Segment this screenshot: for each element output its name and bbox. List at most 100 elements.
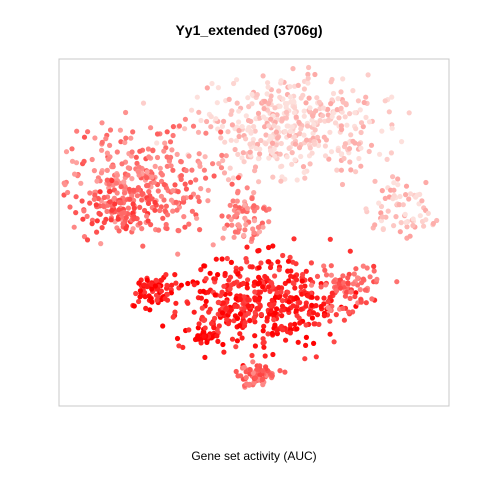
data-point bbox=[130, 129, 136, 135]
data-point bbox=[198, 340, 204, 346]
data-point bbox=[146, 154, 152, 160]
data-point bbox=[182, 116, 188, 122]
data-point bbox=[391, 180, 397, 186]
data-point bbox=[236, 223, 242, 229]
data-point bbox=[289, 161, 295, 167]
data-point bbox=[287, 128, 293, 134]
data-point bbox=[328, 79, 334, 85]
data-point bbox=[170, 314, 176, 320]
data-point bbox=[243, 375, 249, 381]
data-point bbox=[131, 216, 137, 222]
data-point bbox=[255, 156, 261, 162]
data-point bbox=[241, 364, 247, 370]
data-point bbox=[133, 154, 139, 160]
data-point bbox=[109, 207, 115, 213]
data-point bbox=[327, 294, 333, 300]
data-point bbox=[313, 303, 319, 309]
data-point bbox=[327, 236, 333, 242]
data-point bbox=[89, 221, 95, 227]
data-point bbox=[314, 273, 321, 279]
data-point bbox=[137, 220, 143, 226]
data-point bbox=[117, 127, 123, 133]
data-point bbox=[419, 198, 425, 204]
data-point bbox=[253, 145, 259, 151]
data-point bbox=[286, 278, 292, 284]
data-point bbox=[326, 156, 332, 162]
data-point bbox=[196, 198, 202, 204]
data-point bbox=[190, 123, 197, 129]
data-point bbox=[208, 124, 214, 130]
data-point bbox=[236, 127, 242, 134]
data-point bbox=[218, 129, 224, 135]
data-point bbox=[327, 331, 333, 337]
data-point bbox=[353, 169, 359, 175]
data-point bbox=[232, 229, 238, 235]
data-point bbox=[258, 311, 264, 318]
data-point bbox=[252, 343, 258, 349]
data-point bbox=[348, 167, 354, 173]
data-point bbox=[249, 101, 255, 107]
data-point bbox=[376, 200, 382, 206]
data-point bbox=[172, 309, 178, 315]
x-axis-label: Gene set activity (AUC) bbox=[191, 449, 316, 463]
data-point bbox=[265, 84, 271, 90]
data-point bbox=[306, 95, 312, 101]
data-point bbox=[136, 164, 142, 170]
data-point bbox=[178, 173, 184, 179]
data-point bbox=[294, 313, 300, 319]
data-point bbox=[79, 198, 85, 204]
data-point bbox=[135, 169, 141, 175]
data-point bbox=[406, 196, 412, 202]
data-point bbox=[201, 167, 207, 173]
data-point bbox=[378, 210, 384, 216]
data-point bbox=[328, 101, 334, 107]
data-point bbox=[402, 211, 408, 217]
data-point bbox=[221, 225, 227, 231]
data-point bbox=[80, 216, 86, 222]
data-point bbox=[344, 122, 350, 128]
data-point bbox=[182, 224, 188, 230]
data-point bbox=[372, 222, 378, 228]
data-point bbox=[182, 181, 188, 187]
data-point bbox=[252, 375, 258, 381]
data-point bbox=[144, 284, 150, 290]
data-point bbox=[313, 354, 319, 360]
data-point bbox=[340, 76, 346, 82]
data-point bbox=[107, 188, 113, 194]
data-point bbox=[319, 113, 326, 119]
data-point bbox=[114, 149, 120, 155]
data-point bbox=[160, 323, 166, 329]
data-point bbox=[231, 280, 237, 286]
data-point bbox=[189, 167, 195, 173]
data-point bbox=[71, 224, 77, 230]
data-point bbox=[342, 141, 348, 147]
data-point bbox=[325, 106, 331, 112]
data-point bbox=[390, 174, 396, 180]
data-point bbox=[150, 148, 156, 154]
data-point bbox=[277, 103, 283, 109]
data-point bbox=[287, 330, 293, 336]
data-point bbox=[94, 229, 100, 235]
data-point bbox=[248, 130, 254, 136]
data-point bbox=[275, 259, 281, 265]
data-point bbox=[220, 235, 226, 241]
data-point bbox=[101, 194, 107, 201]
data-point bbox=[290, 259, 296, 265]
data-point bbox=[160, 215, 166, 221]
data-point bbox=[225, 129, 231, 135]
data-point bbox=[279, 313, 285, 319]
data-point bbox=[125, 205, 131, 211]
data-point bbox=[289, 150, 295, 156]
data-point bbox=[263, 132, 269, 138]
data-point bbox=[338, 285, 344, 291]
data-point bbox=[329, 113, 335, 120]
data-point bbox=[350, 281, 356, 287]
data-point bbox=[266, 123, 272, 129]
data-point bbox=[203, 175, 209, 181]
data-point bbox=[229, 336, 236, 342]
data-point bbox=[256, 274, 262, 280]
data-point bbox=[148, 296, 154, 302]
data-point bbox=[241, 159, 247, 165]
data-point bbox=[321, 295, 327, 301]
data-point bbox=[249, 264, 255, 270]
